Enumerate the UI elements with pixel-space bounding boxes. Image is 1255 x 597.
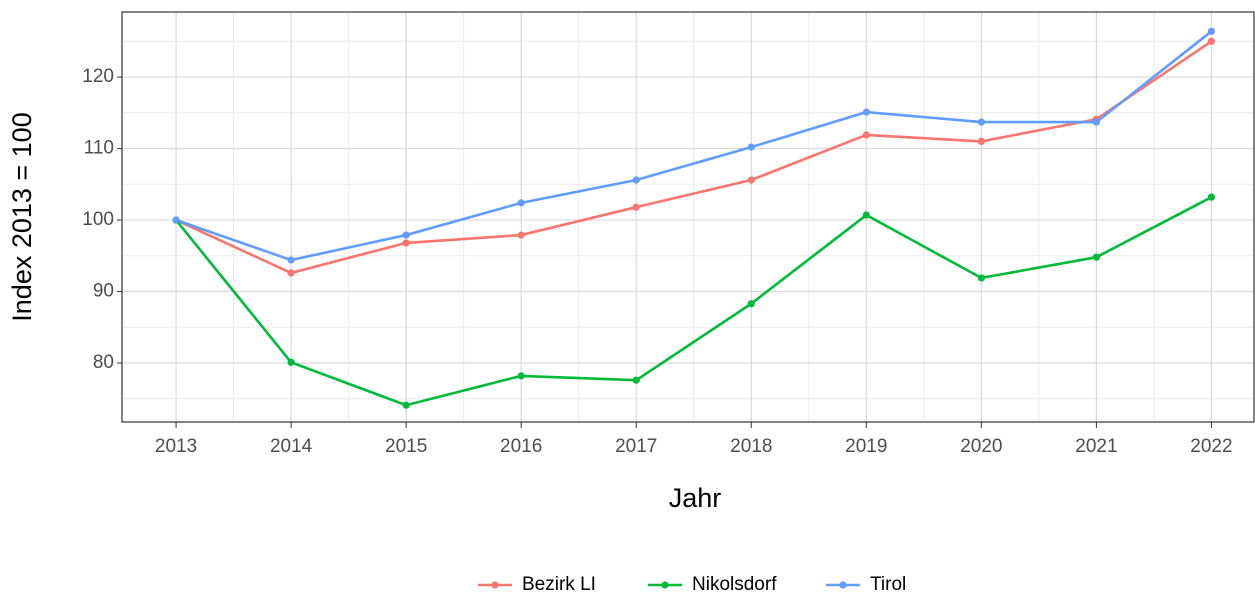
series-line [175, 40, 1213, 275]
x-tick-label: 2015 [385, 436, 427, 457]
point [862, 211, 870, 219]
x-tick-label: 2013 [155, 436, 197, 457]
point [747, 176, 755, 184]
y-axis-title: Index 2013 = 100 [7, 112, 37, 321]
point [632, 203, 640, 211]
y-tick-label: 80 [93, 352, 114, 373]
point [1207, 37, 1216, 45]
point [977, 137, 985, 145]
series-line [175, 196, 1213, 407]
point [517, 231, 525, 239]
legend-label: Tirol [870, 574, 906, 595]
legend-key-point [491, 581, 499, 589]
point [862, 108, 870, 116]
point [977, 118, 985, 126]
point [632, 376, 640, 384]
legend: Bezirk LI Nikolsdorf Tirol [478, 574, 906, 595]
point [862, 131, 870, 139]
point [747, 300, 755, 308]
x-tick-label: 2022 [1190, 436, 1232, 457]
legend-label: Nikolsdorf [692, 574, 777, 595]
point [977, 274, 985, 282]
x-tick-label: 2014 [270, 436, 313, 457]
legend-key-point [661, 581, 669, 589]
point [1207, 193, 1216, 201]
axes: 80 90 100 110 120 2013 2014 2015 2016 2017 2018 201… [82, 11, 1255, 457]
y-tick-label: 100 [82, 209, 114, 230]
x-tick-label: 2017 [615, 436, 657, 457]
point [402, 239, 410, 247]
point [172, 216, 180, 224]
point [517, 372, 525, 380]
point [402, 231, 410, 239]
y-tick-label: 110 [84, 138, 114, 159]
y-tick-label: 120 [82, 66, 114, 87]
point [287, 269, 295, 277]
point [1207, 27, 1216, 35]
point [632, 176, 640, 184]
x-tick-label: 2020 [960, 436, 1002, 457]
point [1092, 118, 1100, 126]
point [402, 401, 410, 409]
x-tick-label: 2016 [500, 436, 542, 457]
point [517, 199, 525, 207]
x-tick-label: 2021 [1075, 436, 1117, 457]
panel-border [121, 11, 1255, 423]
y-tick-label: 90 [93, 281, 114, 302]
x-tick-label: 2019 [845, 436, 887, 457]
lines [172, 27, 1216, 409]
legend-label: Bezirk LI [522, 574, 596, 595]
x-axis-title: Jahr [669, 483, 722, 513]
series-line [175, 30, 1213, 262]
x-tick-label: 2018 [730, 436, 772, 457]
grid [122, 12, 1254, 422]
point [287, 256, 295, 264]
point [1092, 253, 1100, 261]
legend-key-point [839, 581, 847, 589]
point [287, 358, 295, 366]
point [747, 143, 755, 151]
